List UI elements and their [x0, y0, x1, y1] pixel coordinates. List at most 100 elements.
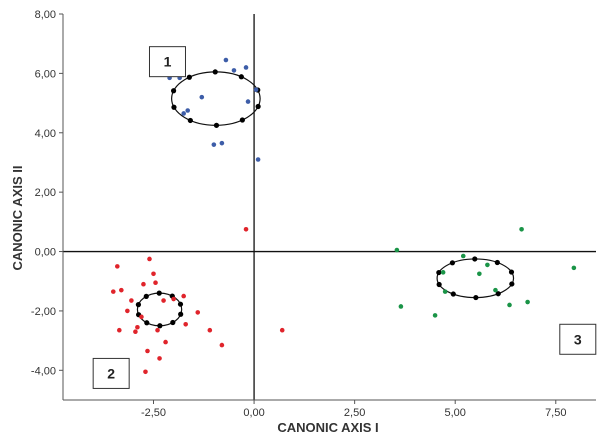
group-3-ellipse-marker: [450, 291, 456, 297]
x-tick-label: 5,00: [444, 407, 465, 419]
group-1-ellipse-marker: [212, 69, 218, 75]
group-3-point: [394, 247, 400, 253]
y-tick-label: 4,00: [35, 128, 56, 140]
group-2-ellipse-marker: [144, 320, 150, 326]
group-2-ellipse-marker: [177, 301, 184, 307]
group-2-point: [181, 293, 186, 299]
group-labels: 1 2 3: [92, 46, 597, 389]
data-points: [110, 57, 577, 375]
group-2-point: [219, 342, 225, 348]
group-3-point: [432, 313, 438, 318]
group-2-point: [145, 348, 150, 354]
y-tick-label: 8,00: [35, 9, 56, 21]
group-2-point: [161, 298, 166, 303]
group-1-point: [185, 108, 191, 113]
x-axis-title: CANONIC AXIS I: [277, 420, 378, 435]
group-2-ellipse-marker: [178, 311, 184, 317]
group-2-point: [155, 327, 160, 333]
group-2-point: [183, 321, 188, 327]
tick-labels: -2,50 0,00 2,50 5,00 7,50 8,00 6,00 4,00 2,00 0,0…: [31, 9, 567, 419]
group-1-point: [255, 157, 261, 162]
group-1-ellipse-marker: [186, 74, 192, 80]
group-2-point: [115, 264, 120, 269]
group-2-point: [125, 308, 130, 314]
axes: [62, 14, 596, 401]
group-2-point: [119, 287, 124, 293]
group-3-point: [477, 271, 482, 277]
group-1-point: [253, 87, 259, 93]
group-3-ellipse-marker: [495, 291, 501, 297]
group-3-ellipse-marker: [473, 294, 479, 301]
x-tick-label: -2,50: [141, 407, 166, 419]
group-3-ellipse-marker: [472, 256, 478, 262]
y-tick-label: 0,00: [35, 247, 56, 259]
y-tick-label: 2,00: [35, 187, 56, 199]
group-1-ellipse-marker: [187, 117, 193, 124]
group-2-point: [133, 329, 138, 335]
group-2-label-box: [92, 357, 130, 389]
y-tick-label: -4,00: [31, 365, 56, 377]
group-2-point: [207, 327, 213, 333]
group-2-ellipse-marker: [156, 290, 162, 296]
group-3-point: [398, 304, 404, 309]
group-1-ellipse-marker: [170, 88, 177, 94]
group-2-point: [171, 296, 176, 302]
group-3-point: [571, 265, 577, 271]
group-1-point: [219, 140, 225, 146]
group-1-label: 1: [164, 54, 172, 70]
centroid-ellipses: [135, 69, 515, 329]
group-1-ellipse-marker: [213, 122, 220, 128]
group-2-point: [129, 298, 134, 303]
group-2-point: [147, 256, 152, 262]
group-3-point: [525, 299, 530, 305]
group-3-ellipse-marker: [509, 281, 515, 287]
group-2-point: [110, 289, 116, 294]
group-2-point: [153, 280, 158, 286]
group-2-ellipse-marker: [135, 302, 142, 308]
group-3-point: [485, 262, 490, 268]
group-1-ellipse-marker: [255, 103, 261, 110]
group-3-point: [442, 289, 448, 294]
y-tick-label: 6,00: [35, 68, 56, 80]
group-3-label: 3: [574, 331, 582, 347]
x-tick-label: 0,00: [243, 407, 264, 419]
group-2-point: [195, 310, 201, 315]
group-2-ellipse-marker: [157, 323, 163, 329]
group-2-ellipse-marker: [143, 293, 149, 299]
group-1-point: [199, 94, 205, 100]
group-1-ellipse-marker: [171, 104, 177, 110]
group-1-point: [223, 57, 229, 63]
group-2-point: [141, 281, 146, 287]
group-2-point: [139, 314, 144, 320]
group-3-point: [519, 226, 524, 232]
group-2-point: [117, 327, 122, 333]
group-3-label-box: [559, 323, 597, 355]
group-2-point: [243, 226, 249, 232]
group-3-point: [440, 270, 446, 275]
group-1-label-box: [148, 46, 186, 78]
group-2-label: 2: [107, 365, 115, 381]
reference-lines: [63, 14, 596, 400]
group-3-point: [507, 302, 512, 308]
group-3-ellipse-marker: [436, 269, 442, 276]
group-2-point: [163, 339, 168, 345]
group-1-ellipse-marker: [239, 117, 245, 123]
group-1-ellipse-marker: [238, 74, 244, 80]
group-1-point: [181, 111, 186, 116]
group-2-ellipse-marker: [170, 319, 176, 326]
group-3-ellipse-marker: [508, 269, 515, 275]
y-axis-title: CANONIC AXIS II: [10, 166, 25, 271]
group-3-ellipse-marker: [449, 260, 456, 266]
group-3-point: [460, 253, 466, 259]
group-1-point: [243, 65, 249, 70]
x-tick-label: 7,50: [545, 407, 566, 419]
group-3-ellipse-marker: [436, 281, 442, 288]
group-2-point: [157, 356, 162, 361]
group-1-point: [211, 142, 217, 147]
group-1-point: [231, 68, 237, 73]
group-3-point: [493, 287, 498, 293]
group-2-point: [151, 271, 156, 277]
group-2-point: [135, 324, 140, 330]
x-tick-label: 2,50: [344, 407, 365, 419]
